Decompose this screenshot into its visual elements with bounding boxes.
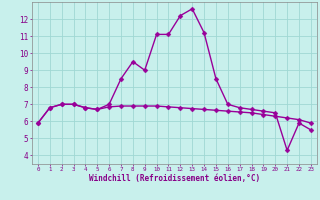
X-axis label: Windchill (Refroidissement éolien,°C): Windchill (Refroidissement éolien,°C) bbox=[89, 174, 260, 183]
